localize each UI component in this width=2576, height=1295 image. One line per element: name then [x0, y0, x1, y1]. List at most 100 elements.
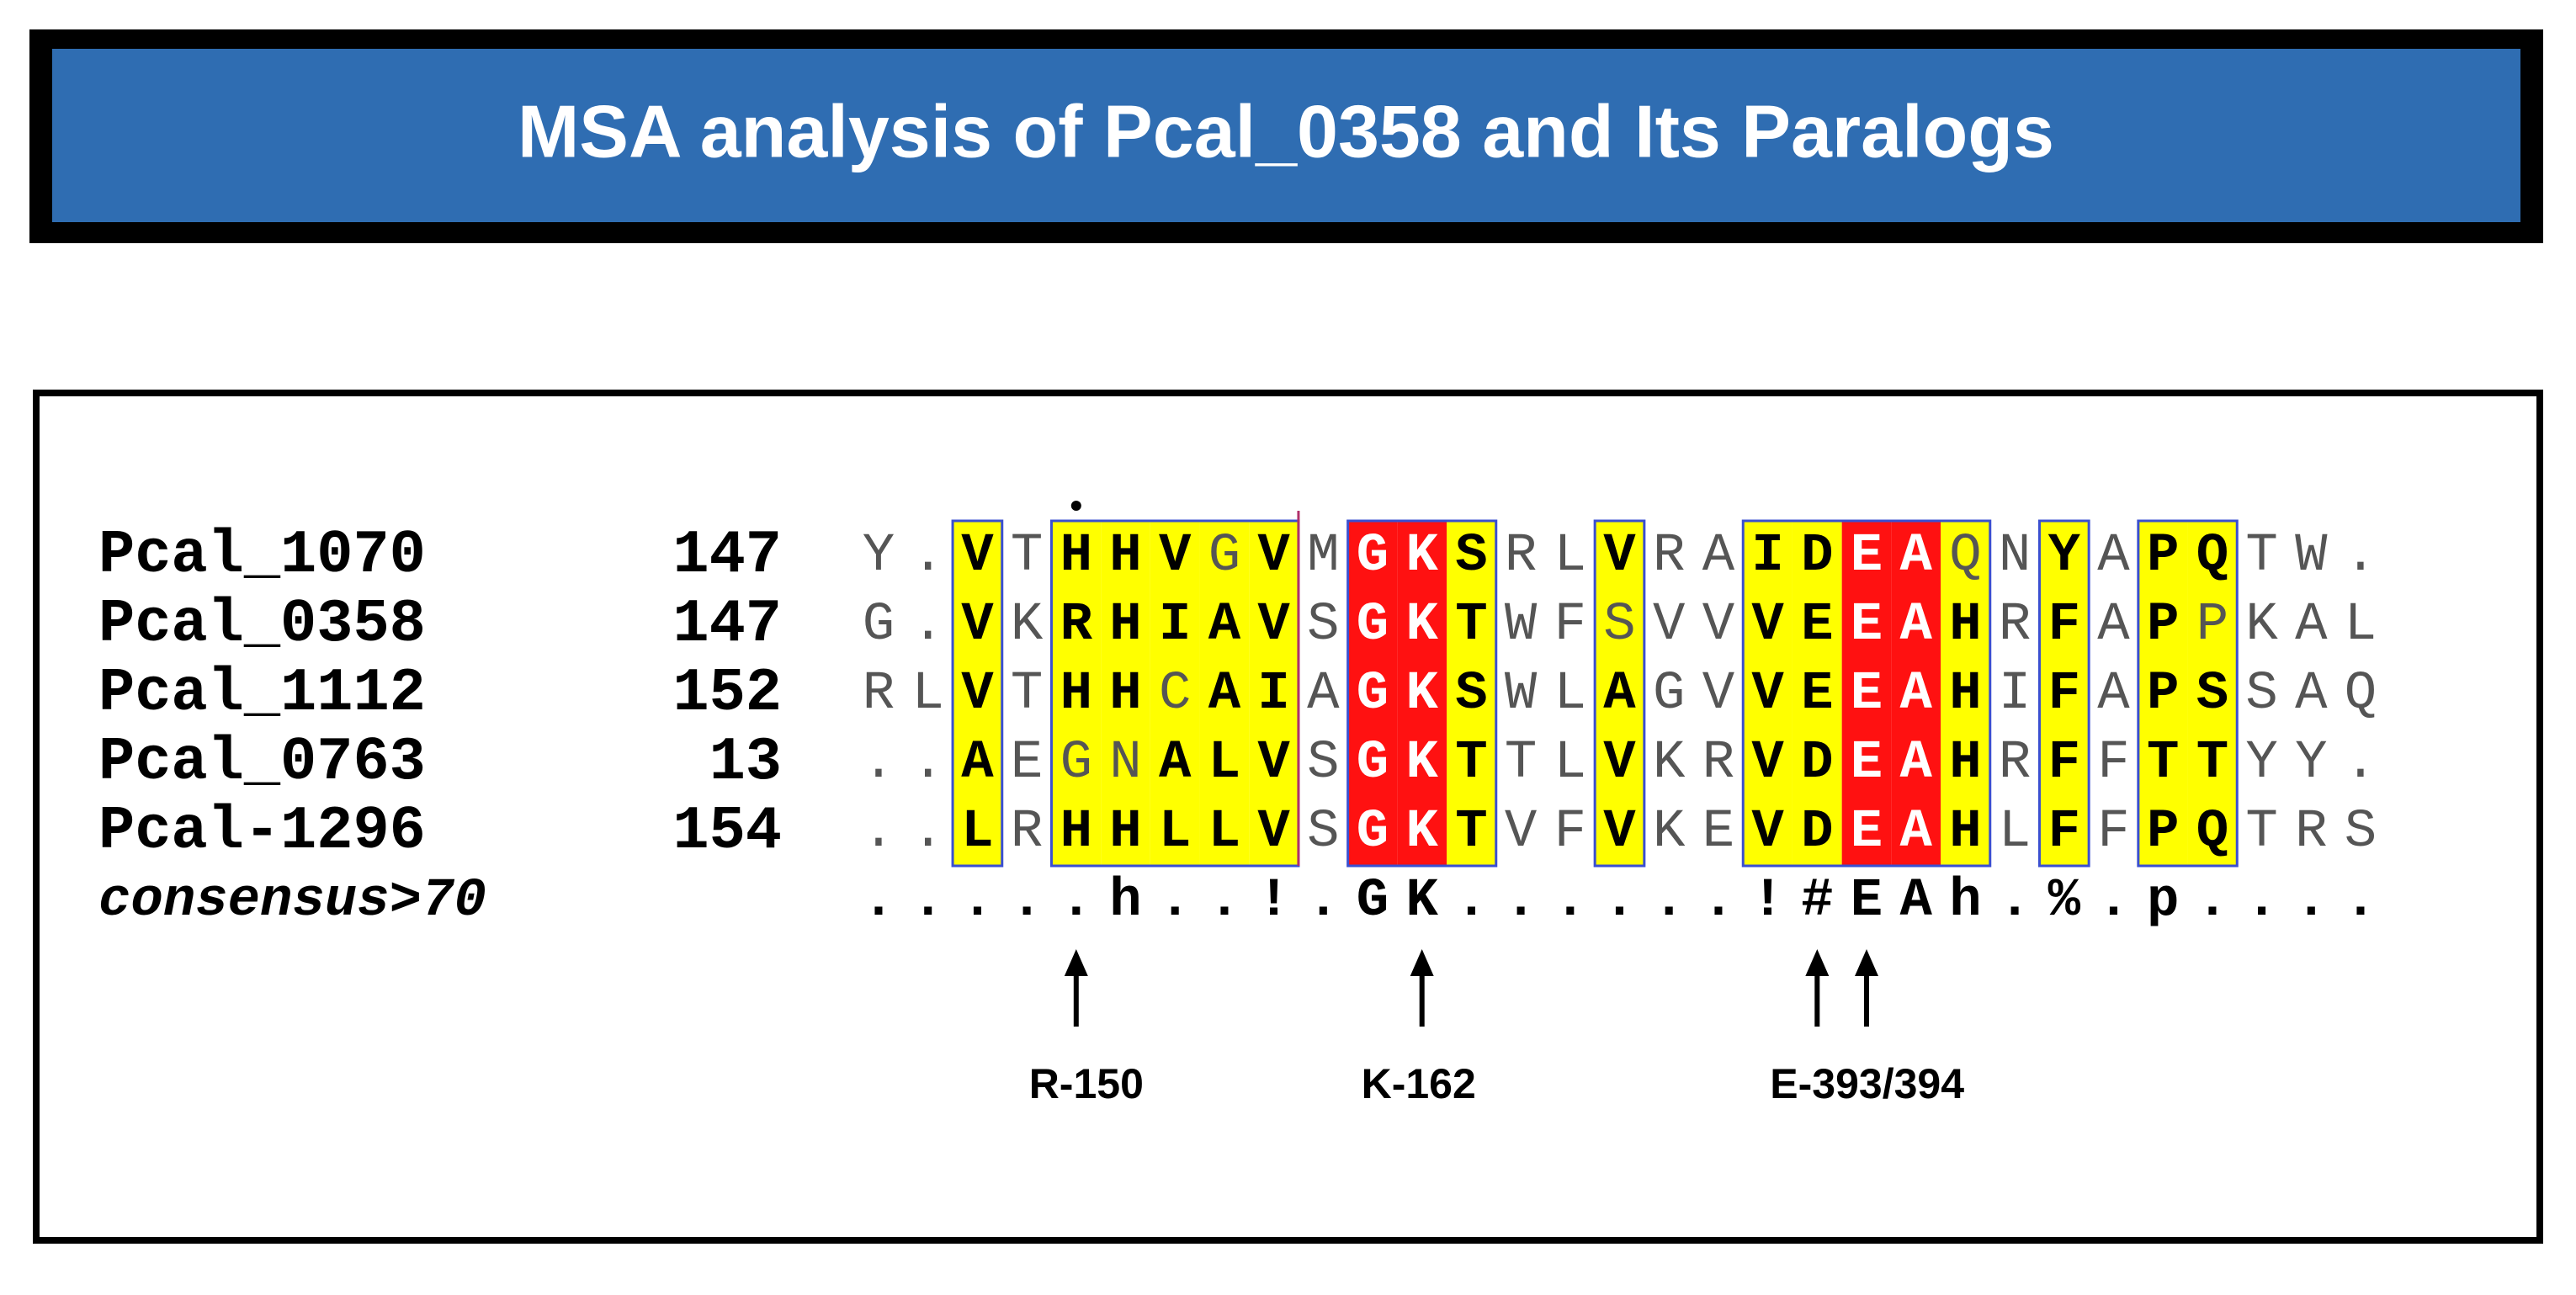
- red-cell: [1397, 728, 1447, 797]
- consensus-residue: .: [1455, 871, 1487, 931]
- yellow-cell: [1743, 521, 1793, 590]
- consensus-residue: .: [1208, 871, 1240, 931]
- residue: A: [1208, 595, 1241, 655]
- consensus-residue: p: [2147, 871, 2179, 931]
- sequence-start: 147: [672, 521, 782, 590]
- residue: R: [1011, 802, 1043, 862]
- residue: V: [1257, 802, 1290, 862]
- consensus-residue: .: [1307, 871, 1339, 931]
- residue: T: [1455, 595, 1487, 655]
- residue: C: [1159, 664, 1191, 724]
- residue: G: [1357, 733, 1389, 793]
- yellow-cell: [953, 797, 1002, 866]
- residue: V: [1257, 595, 1290, 655]
- sequence-start: 152: [672, 659, 782, 728]
- residue: L: [1208, 733, 1240, 793]
- residue: V: [1751, 664, 1784, 724]
- yellow-cell: [1150, 659, 1200, 728]
- residue: E: [1851, 595, 1883, 655]
- residue: A: [2097, 595, 2130, 655]
- residue: D: [1801, 526, 1833, 586]
- residue: E: [1851, 664, 1883, 724]
- residue: H: [1109, 595, 1141, 655]
- yellow-cell: [2187, 659, 2238, 728]
- yellow-cell: [2138, 521, 2188, 590]
- residue: Q: [2196, 526, 2228, 586]
- residue: A: [1899, 664, 1932, 724]
- yellow-cell: [1101, 797, 1150, 866]
- residue: L: [1999, 802, 2031, 862]
- yellow-cell: [1792, 521, 1842, 590]
- residue: L: [961, 802, 993, 862]
- residue: T: [2196, 733, 2228, 793]
- residue: T: [2245, 526, 2277, 586]
- yellow-cell: [1150, 521, 1200, 590]
- yellow-cell: [953, 590, 1002, 659]
- consensus-residue: !: [1751, 871, 1783, 931]
- residue: K: [1653, 802, 1686, 862]
- yellow-cell: [1743, 659, 1793, 728]
- yellow-cell: [953, 659, 1002, 728]
- residue: A: [2097, 664, 2130, 724]
- residue: A: [1899, 802, 1932, 862]
- residue: A: [1603, 664, 1636, 724]
- residue: D: [1801, 802, 1833, 862]
- yellow-cell: [1447, 728, 1496, 797]
- residue: N: [1999, 526, 2031, 586]
- residue: K: [1405, 526, 1438, 586]
- residue: V: [1257, 526, 1290, 586]
- yellow-cell: [1595, 728, 1644, 797]
- residue: .: [863, 733, 895, 793]
- consensus-residue: .: [961, 871, 993, 931]
- arrow-head: [1410, 949, 1434, 976]
- yellow-cell: [1150, 590, 1200, 659]
- red-cell: [1891, 659, 1941, 728]
- residue: V: [1505, 802, 1538, 862]
- yellow-cell: [2039, 659, 2090, 728]
- residue: L: [1208, 802, 1240, 862]
- yellow-cell: [2138, 659, 2188, 728]
- residue: W: [2295, 526, 2328, 586]
- yellow-cell: [1199, 728, 1250, 797]
- residue: S: [1307, 802, 1339, 862]
- residue: G: [1060, 733, 1092, 793]
- consensus-residue: .: [2097, 871, 2129, 931]
- residue: S: [2245, 664, 2277, 724]
- sequence-start: 147: [672, 590, 782, 659]
- yellow-cell: [2138, 728, 2188, 797]
- residue: D: [1801, 733, 1833, 793]
- yellow-cell: [1101, 659, 1150, 728]
- residue: M: [1307, 526, 1339, 586]
- yellow-cell: [2187, 728, 2238, 797]
- yellow-cell: [1743, 797, 1793, 866]
- consensus-residue: G: [1357, 871, 1389, 931]
- residue: G: [1653, 664, 1685, 724]
- residue: N: [1109, 733, 1141, 793]
- site-label: K-162: [1362, 1060, 1476, 1107]
- residue: V: [1751, 733, 1784, 793]
- residue: K: [1653, 733, 1686, 793]
- sequence-start: 13: [709, 728, 782, 797]
- residue: H: [1949, 664, 1981, 724]
- residue: P: [2147, 664, 2179, 724]
- residue: F: [2048, 802, 2080, 862]
- residue: E: [1851, 733, 1883, 793]
- yellow-cell: [1447, 659, 1496, 728]
- yellow-cell: [1101, 728, 1150, 797]
- yellow-cell: [1941, 797, 1990, 866]
- red-cell: [1841, 590, 1892, 659]
- residue: T: [2245, 802, 2277, 862]
- residue: S: [1603, 595, 1635, 655]
- yellow-cell: [2187, 521, 2238, 590]
- residue: F: [2048, 595, 2080, 655]
- residue: H: [1949, 595, 1981, 655]
- residue: H: [1109, 526, 1141, 586]
- yellow-cell: [1051, 797, 1102, 866]
- red-cell: [1347, 521, 1398, 590]
- residue: F: [2048, 733, 2080, 793]
- residue: L: [1554, 526, 1586, 586]
- residue: V: [961, 664, 994, 724]
- residue: V: [1257, 733, 1290, 793]
- yellow-cell: [1792, 728, 1842, 797]
- red-cell: [1347, 659, 1398, 728]
